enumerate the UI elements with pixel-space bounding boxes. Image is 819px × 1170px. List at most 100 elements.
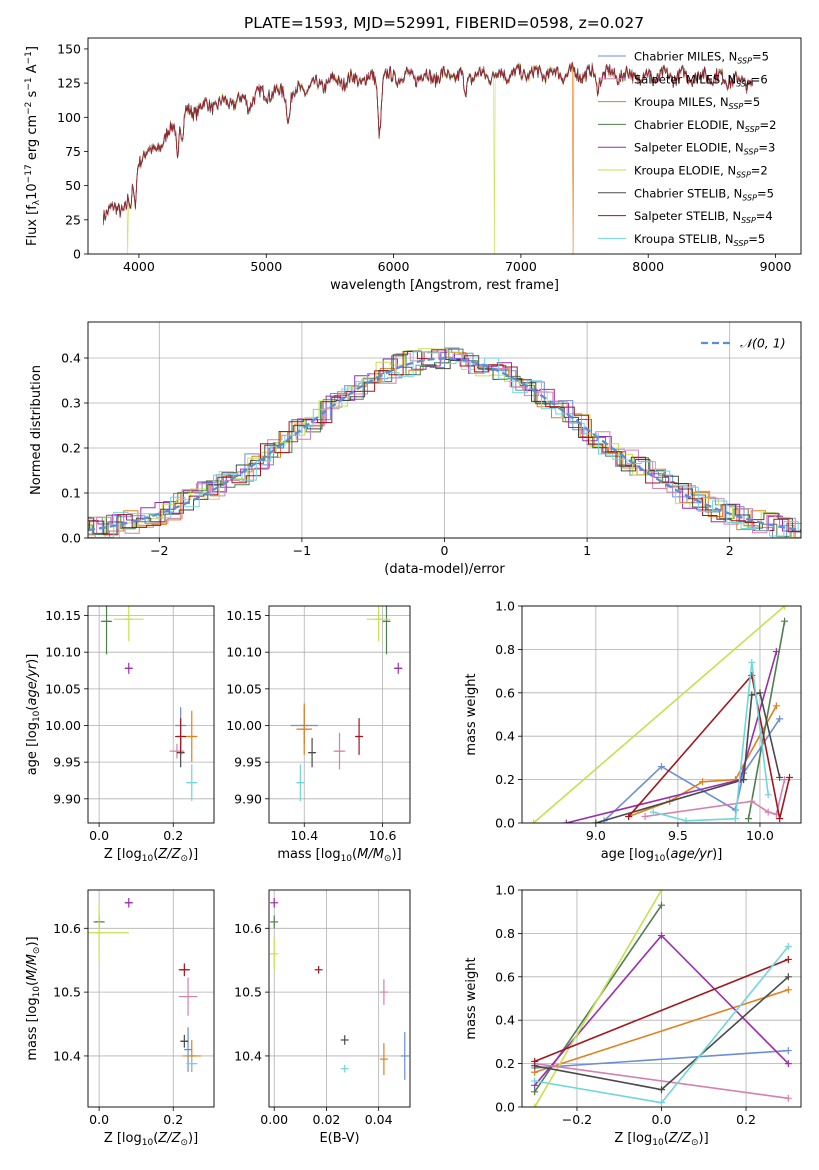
weight-marker-5-0 <box>641 812 649 820</box>
weight-marker-6-4 <box>776 773 784 781</box>
y-tick-label-5: 1.0 <box>495 599 515 614</box>
x-tick-label-3: 1 <box>583 543 591 558</box>
weight-marker-8-2 <box>731 815 739 823</box>
label-part: −17 <box>24 164 34 183</box>
label-part: Z [log <box>104 1131 142 1146</box>
weight-marker-8-3 <box>748 658 756 666</box>
hist-step-6 <box>88 350 801 534</box>
label-part: s <box>25 90 40 101</box>
y-tick-label-1: 0.2 <box>495 1056 515 1071</box>
y-tick-label-4: 10.10 <box>45 645 81 660</box>
y-tick-label-1: 9.95 <box>234 755 262 770</box>
weight-marker-6-2 <box>784 973 792 981</box>
legend-entry-3: Chabrier ELODIE, NSSP=2 <box>634 118 776 134</box>
y-tick-label-0: 0.0 <box>61 531 81 546</box>
x-tick-label-5: 9000 <box>760 259 792 274</box>
y-tick-label-2: 10.00 <box>45 718 81 733</box>
hist-step-4 <box>88 348 801 538</box>
label-part: ⊙ <box>32 947 42 955</box>
axes-frame <box>521 889 802 1108</box>
y-tick-label-1: 0.2 <box>495 772 515 787</box>
y-tick-label-3: 0.6 <box>495 969 515 984</box>
label-part: )] <box>712 847 722 862</box>
label-part: Z [log <box>614 1131 652 1146</box>
y-tick-label-1: 10.5 <box>234 985 262 1000</box>
x-tick-label-0: 10.4 <box>290 828 318 843</box>
label-part: Z [log <box>104 847 142 862</box>
weight-line-4 <box>534 890 663 1107</box>
weight-marker-4-1 <box>781 606 789 610</box>
hist-step-5 <box>88 351 801 538</box>
weight-marker-5-1 <box>784 1094 792 1102</box>
label-part: SSP <box>734 239 749 248</box>
legend-entry-4: Salpeter ELODIE, NSSP=3 <box>634 141 775 157</box>
label-part: 10 <box>32 710 42 722</box>
weight-marker-8-2 <box>784 942 792 950</box>
label-part: Z/Z <box>668 1131 692 1146</box>
axes-frame <box>87 321 802 539</box>
spectrum-panel: 4000 5000 6000 7000 8000 9000 0 25 50 75 100 125 150… <box>24 37 802 293</box>
weight-marker-6-1 <box>658 1086 665 1094</box>
weight-marker-4-0 <box>531 1103 539 1107</box>
label-part: )] <box>188 1131 198 1146</box>
label-part: Z/Z <box>157 847 181 862</box>
spectrum-line-1 <box>102 63 753 254</box>
label-part: SSP <box>744 148 759 157</box>
weight-marker-2-1 <box>781 617 789 625</box>
label-part: 10 <box>142 854 154 864</box>
y-tick-label-5: 125 <box>57 76 81 91</box>
label-part: 10 <box>652 1138 664 1148</box>
y-tick-label-3: 75 <box>65 144 81 159</box>
label-part: M/M <box>25 954 40 981</box>
label-part: ( <box>665 847 670 862</box>
weight-marker-7-1 <box>784 955 792 963</box>
weight-marker-7-3 <box>786 773 794 781</box>
x-tick-label-2: 0.2 <box>736 1112 756 1127</box>
label-part: ⊙ <box>691 1138 699 1148</box>
weight-line-7 <box>628 673 791 819</box>
weight-line-0 <box>534 1049 789 1069</box>
weight-marker-2-0 <box>531 1088 539 1096</box>
y-tick-label-0: 9.90 <box>53 791 81 806</box>
label-part: erg cm <box>25 115 40 164</box>
y-axis-label: mass weight <box>464 673 479 755</box>
y-tick-label-3: 0.6 <box>495 685 515 700</box>
mass_vs_Z-panel: 0.0 0.210.410.510.6Z [log10(Z/Z⊙)]mass [l… <box>25 889 215 1148</box>
x-tick-label-0: 0.0 <box>89 828 109 843</box>
weight-marker-6-1 <box>740 776 748 784</box>
label-part: SSP <box>729 102 744 111</box>
weight-marker-0-1 <box>658 763 665 771</box>
label-part: SSP <box>736 79 751 88</box>
legend-entry-0: Chabrier MILES, NSSP=5 <box>634 50 769 66</box>
weight-marker-5-4 <box>781 776 789 784</box>
label-part: )] <box>188 847 198 862</box>
label-part: =6 <box>751 72 768 86</box>
label-part: ( <box>153 847 158 862</box>
label-part: −1 <box>24 77 34 90</box>
weight-marker-7-0 <box>531 1057 539 1065</box>
x-tick-label-2: 0.04 <box>365 1112 393 1127</box>
label-part: ( <box>153 1131 158 1146</box>
spectrum-line-4 <box>102 61 753 254</box>
label-part: λ <box>32 199 42 205</box>
label-part: )] <box>391 847 401 862</box>
mass_weight_vs_Z-panel: −0.2 0.0 0.2 0.0 0.2 0.4 0.6 0.8 1.0 Z [log10(Z/Z… <box>464 883 802 1148</box>
y-tick-label-1: 10.5 <box>53 985 81 1000</box>
y-tick-label-3: 10.05 <box>226 681 262 696</box>
weight-marker-5-1 <box>748 797 756 805</box>
hist-step-2 <box>88 348 801 537</box>
label-part: Chabrier ELODIE, N <box>634 118 745 132</box>
label-part: ⊙ <box>180 854 188 864</box>
weight-line-5 <box>534 1062 789 1100</box>
label-part: )] <box>699 1131 709 1146</box>
age_vs_Z-panel: 0.0 0.2 9.90 9.95 10.00 10.05 10.10 10.15 Z [log… <box>25 605 215 864</box>
legend-entry-1: Salpeter MILES, NSSP=6 <box>634 72 768 88</box>
y-tick-label-1: 25 <box>65 212 81 227</box>
x-tick-label-0: −2 <box>150 543 168 558</box>
y-tick-label-3: 0.3 <box>61 396 81 411</box>
y-tick-label-0: 9.90 <box>234 791 262 806</box>
axes-frame <box>87 889 215 1108</box>
label-part: =5 <box>752 50 769 64</box>
x-axis-label: Z [log10(Z/Z⊙)] <box>104 847 198 864</box>
